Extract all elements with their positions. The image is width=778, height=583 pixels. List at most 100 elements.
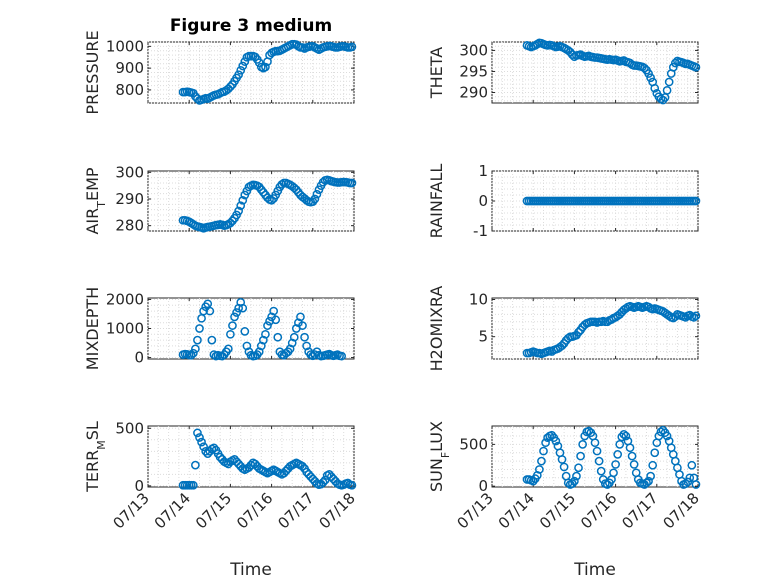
- data-point: [648, 460, 658, 470]
- data-point: [662, 431, 672, 441]
- data-point: [296, 312, 305, 322]
- data-point: [539, 446, 548, 456]
- y-tick-label: 0: [134, 477, 144, 495]
- data-point: [254, 58, 264, 68]
- y-axis-label: AIRTEMP: [83, 167, 108, 234]
- axes-theta: 290 295 300 THETA: [427, 38, 701, 105]
- series-mixdepth: [178, 298, 346, 361]
- data-point: [289, 332, 299, 342]
- data-point: [226, 329, 235, 339]
- x-tick-label: 07/18: [660, 489, 703, 532]
- x-tick-label: 07/15: [192, 489, 235, 532]
- data-point: [535, 465, 544, 474]
- data-point: [310, 194, 320, 204]
- data-point: [193, 335, 202, 345]
- data-point: [621, 431, 631, 441]
- data-point: [236, 201, 246, 211]
- data-point: [254, 347, 264, 357]
- series-air_temp: [178, 175, 357, 233]
- series-terr_msl: [178, 428, 357, 490]
- data-point: [300, 332, 309, 342]
- data-point: [236, 298, 246, 307]
- data-point: [576, 451, 585, 461]
- data-point: [619, 430, 629, 439]
- data-point: [590, 438, 600, 448]
- data-point: [557, 455, 567, 464]
- data-point: [259, 335, 268, 345]
- data-point: [656, 427, 666, 437]
- y-tick-label: 300: [115, 163, 144, 181]
- data-point: [574, 327, 583, 337]
- data-point: [193, 428, 202, 438]
- figure-title: Figure 3 medium: [170, 16, 332, 36]
- data-point: [644, 476, 653, 486]
- y-axis-label: RAINFALL: [427, 164, 446, 239]
- y-tick-label: 2000: [106, 290, 144, 308]
- y-tick-label: 900: [115, 59, 144, 77]
- y-tick-label: 0: [134, 349, 144, 367]
- data-point: [265, 316, 274, 326]
- data-point: [234, 303, 243, 313]
- x-tick-label: 07/17: [274, 489, 317, 532]
- y-tick-label: 290: [115, 190, 144, 208]
- data-point: [312, 189, 322, 199]
- data-point: [611, 460, 620, 469]
- axes-h2omixra: 5 10 H2OMIXRA: [427, 286, 701, 371]
- data-point: [197, 437, 206, 447]
- data-point: [234, 206, 243, 216]
- y-tick-label: 1000: [106, 320, 144, 338]
- data-point: [668, 62, 678, 72]
- y-tick-label: 295: [459, 62, 488, 80]
- x-tick-label: 07/16: [577, 489, 620, 532]
- data-point: [199, 306, 208, 316]
- series-pressure: [178, 39, 357, 105]
- data-point: [261, 62, 270, 72]
- data-point: [318, 478, 328, 487]
- y-axis-label: TERRMSL: [83, 421, 108, 493]
- data-point: [664, 77, 674, 87]
- data-point: [240, 327, 250, 336]
- x-tick-label: 07/13: [110, 489, 153, 532]
- data-point: [238, 303, 248, 313]
- data-point: [193, 94, 202, 103]
- y-axis-label: SUNFLUX: [427, 421, 452, 492]
- data-point: [273, 332, 283, 342]
- x-axis-label-right: Time: [573, 560, 616, 580]
- x-tick-label: 07/16: [233, 489, 276, 532]
- data-point: [640, 63, 649, 73]
- data-point: [650, 83, 660, 93]
- x-tick-label: 07/14: [151, 489, 194, 532]
- data-point: [689, 312, 699, 322]
- data-point: [238, 61, 248, 71]
- data-point: [603, 480, 612, 489]
- x-tick-label: 07/17: [618, 489, 661, 532]
- series-h2omixra: [522, 301, 701, 359]
- data-point: [256, 341, 266, 351]
- data-point: [681, 479, 690, 489]
- data-point: [615, 440, 625, 449]
- data-point: [691, 480, 701, 489]
- data-point: [191, 344, 200, 354]
- y-tick-label: 500: [115, 419, 144, 437]
- data-point: [347, 42, 357, 52]
- data-point: [209, 350, 219, 359]
- data-point: [209, 443, 219, 453]
- y-tick-label: 1: [478, 162, 488, 180]
- data-point: [572, 471, 581, 481]
- data-point: [199, 442, 208, 452]
- data-point: [658, 425, 668, 435]
- data-point: [551, 436, 561, 446]
- data-point: [670, 58, 680, 68]
- x-tick-label: 07/14: [495, 489, 538, 532]
- data-point: [337, 351, 346, 361]
- data-point: [205, 306, 215, 316]
- y-tick-label: 0: [478, 477, 488, 495]
- data-point: [298, 321, 307, 330]
- x-tick-label: 07/15: [536, 489, 579, 532]
- data-point: [567, 479, 577, 489]
- data-point: [609, 468, 618, 478]
- y-tick-label: 0: [478, 192, 488, 210]
